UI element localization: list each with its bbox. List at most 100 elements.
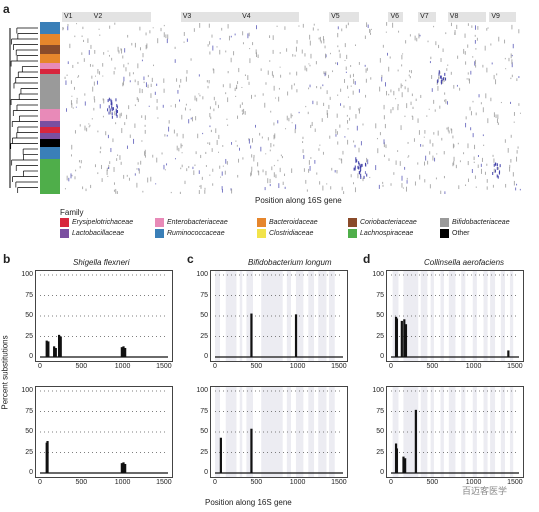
bar (414, 409, 417, 473)
x-tick-label: 1000 (465, 363, 482, 370)
y-tick-label: 0 (204, 469, 208, 476)
y-tick-label: 25 (376, 448, 384, 456)
watermark: 百迈客医学 (462, 486, 508, 496)
region-v2: V2 (91, 12, 152, 22)
y-tick-label: 50 (25, 312, 33, 319)
x-tick-label: 1500 (331, 363, 347, 370)
region-label: V8 (449, 13, 459, 20)
y-tick-label: 75 (200, 407, 208, 415)
panel-b-letter: b (3, 252, 11, 266)
x-tick-label: 500 (426, 363, 439, 370)
bar (122, 462, 125, 473)
x-tick-label: 0 (213, 363, 217, 370)
bar (219, 437, 222, 473)
shaded-region (472, 271, 477, 361)
region-v5: V5 (329, 12, 359, 22)
region-label: V5 (331, 13, 340, 20)
legend-swatch (155, 218, 164, 227)
family-strip-row (40, 54, 60, 58)
y-tick-label: 50 (25, 428, 33, 435)
bar (46, 441, 49, 473)
y-tick-label: 25 (200, 448, 208, 456)
shaded-region (286, 271, 291, 361)
legend-label: Lachnospiraceae (360, 230, 414, 237)
chart-svg (391, 271, 519, 361)
chart-d-1 (386, 270, 524, 362)
bar (404, 324, 408, 357)
y-tick-label: 0 (204, 353, 208, 360)
bar (404, 458, 407, 473)
family-strip-row (40, 106, 60, 110)
legend-item: Enterobacteriaceae (155, 218, 228, 227)
region-label: V2 (93, 13, 103, 20)
x-tick-label: 1500 (507, 363, 523, 370)
family-strip-row (40, 24, 60, 29)
legend-item: Ruminococcaceae (155, 229, 225, 238)
legend-swatch (60, 229, 69, 238)
family-strip-row (40, 182, 60, 186)
family-strip-row (40, 124, 60, 128)
region-v6: V6 (388, 12, 404, 22)
legend-swatch (155, 229, 164, 238)
x-tick-label: 500 (250, 363, 263, 370)
legend-swatch (257, 218, 266, 227)
chart-b-2 (35, 386, 173, 478)
legend-label: Erysipelotrichaceae (72, 219, 134, 226)
family-strip-row (40, 173, 60, 177)
family-strip-row (40, 77, 60, 81)
chart-svg (40, 390, 168, 474)
family-strip-row (40, 170, 60, 175)
legend-item: Coriobacteriaceae (348, 218, 417, 227)
legend-label: Enterobacteriaceae (167, 219, 228, 226)
legend: Erysipelotrichaceae Enterobacteriaceae Bac… (60, 218, 530, 242)
family-strip-row (40, 176, 60, 180)
y-tick-label: 0 (29, 353, 33, 360)
bar (294, 314, 298, 357)
y-tick-label: 100 (196, 271, 208, 278)
family-strip-row (40, 100, 60, 105)
family-strip-row (40, 147, 60, 151)
y-tick-label: 100 (372, 271, 384, 278)
legend-label: Clostridiaceae (269, 230, 314, 237)
region-v9: V9 (489, 12, 517, 22)
shaded-region (430, 271, 434, 361)
bar (250, 428, 253, 473)
shaded-region (246, 387, 253, 477)
x-tick-label: 1000 (114, 363, 131, 370)
x-tick-label: 500 (250, 479, 263, 486)
family-strip-row (40, 144, 60, 148)
y-tick-label: 75 (376, 291, 384, 299)
y-tick-label: 0 (29, 469, 33, 476)
region-label: V7 (420, 13, 429, 20)
legend-label: Bacteroidaceae (269, 219, 318, 226)
family-strip-row (40, 132, 60, 137)
family-strip-row (40, 48, 60, 52)
y-tick-label: 25 (376, 332, 384, 340)
y-tick-label: 50 (376, 312, 384, 319)
family-strip-row (40, 115, 60, 119)
family-strip-row (40, 159, 60, 163)
legend-title: Family (60, 208, 84, 217)
y-tick-label: 0 (380, 469, 384, 476)
family-strip-row (40, 68, 60, 73)
family-color-strip (40, 22, 60, 195)
shaded-region (490, 387, 496, 477)
bar (45, 340, 48, 357)
x-tick-label: 500 (75, 363, 88, 370)
family-strip-row (40, 121, 60, 125)
family-strip-row (40, 112, 60, 116)
legend-item: Lachnospiraceae (348, 229, 413, 238)
shaded-region (403, 271, 419, 361)
chart-title-d: Collinsella aerofaciens (424, 258, 505, 267)
chart-svg (40, 274, 168, 358)
shaded-region (318, 387, 327, 477)
legend-swatch (60, 218, 69, 227)
family-strip-row (40, 22, 60, 26)
legend-label: Bifidobacteriaceae (452, 219, 510, 226)
bar (47, 341, 50, 357)
x-tick-label: 1000 (465, 479, 482, 486)
y-tick-label: 75 (25, 291, 33, 299)
x-tick-label: 1500 (156, 479, 172, 486)
bar (59, 336, 62, 357)
chart-svg (391, 387, 519, 477)
